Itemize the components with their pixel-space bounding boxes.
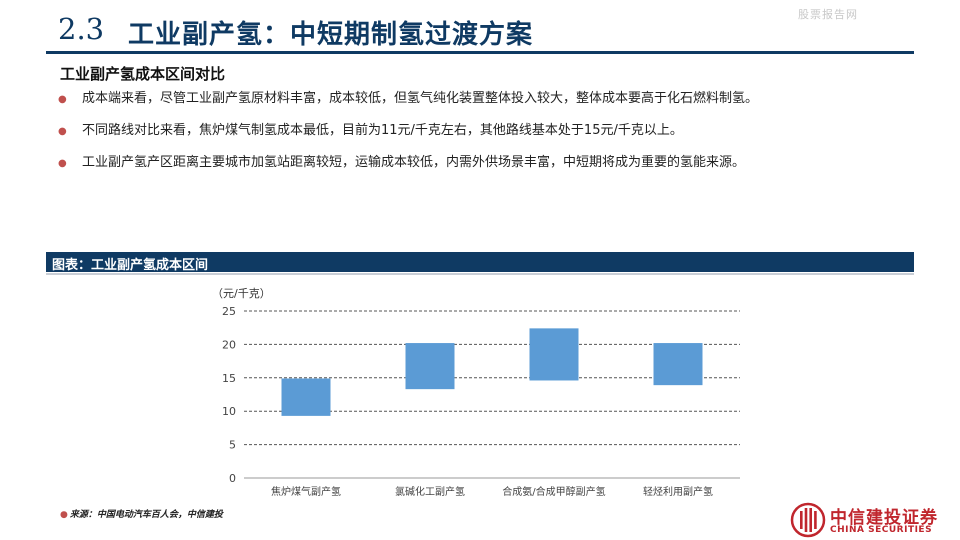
y-tick-label: 10 xyxy=(222,405,236,418)
title-divider xyxy=(46,51,914,54)
source-marker-icon: ● xyxy=(60,510,68,520)
x-tick-label: 轻烃利用副产氢 xyxy=(643,485,713,498)
watermark: 股票报告网 xyxy=(798,8,858,21)
logo-name-cn: 中信建投证券 xyxy=(830,508,938,528)
logo-name-en: CHINA SECURITIES xyxy=(830,525,933,535)
range-bars xyxy=(281,328,703,416)
bullet-text: 成本端来看，尽管工业副产氢原材料丰富，成本较低，但氢气纯化装置整体投入较大，整体… xyxy=(82,91,759,106)
range-bar xyxy=(281,378,331,416)
section-heading: 工业副产氢成本区间对比 xyxy=(60,65,226,83)
range-bar xyxy=(405,343,455,390)
bullet-marker-icon: ● xyxy=(58,126,67,137)
y-unit-label: （元/千克） xyxy=(212,287,271,300)
y-tick-label: 0 xyxy=(229,472,236,485)
section-number: 2.3 xyxy=(58,12,105,46)
y-tick-label: 5 xyxy=(229,439,236,452)
bullet-item: ● 成本端来看，尽管工业副产氢原材料丰富，成本较低，但氢气纯化装置整体投入较大，… xyxy=(56,90,916,108)
x-tick-label: 合成氨/合成甲醇副产氢 xyxy=(502,485,605,498)
y-tick-label: 25 xyxy=(222,305,236,318)
citic-emblem-icon xyxy=(790,502,826,538)
company-logo: 中信建投证券 CHINA SECURITIES xyxy=(790,500,950,540)
x-tick-label: 焦炉煤气副产氢 xyxy=(271,485,341,498)
bullet-marker-icon: ● xyxy=(58,158,67,169)
y-tick-labels: 0 5 10 15 20 25 xyxy=(222,305,236,485)
bullet-item: ● 工业副产氢产区距离主要城市加氢站距离较短，运输成本较低，内需外供场景丰富，中… xyxy=(56,154,916,172)
source-note: ● 来源：中国电动汽车百人会，中信建投 xyxy=(60,507,223,520)
range-bar xyxy=(529,328,579,381)
bullet-item: ● 不同路线对比来看，焦炉煤气制氢成本最低，目前为11元/千克左右，其他路线基本… xyxy=(56,122,916,140)
y-tick-label: 15 xyxy=(222,372,236,385)
bullet-marker-icon: ● xyxy=(58,94,67,105)
figure-title: 图表：工业副产氢成本区间 xyxy=(52,258,209,273)
x-tick-label: 氯碱化工副产氢 xyxy=(395,485,465,498)
page-title: 工业副产氢：中短期制氢过渡方案 xyxy=(128,20,534,50)
source-text: 来源：中国电动汽车百人会，中信建投 xyxy=(69,510,223,520)
x-tick-labels: 焦炉煤气副产氢 氯碱化工副产氢 合成氨/合成甲醇副产氢 轻烃利用副产氢 xyxy=(271,485,713,498)
range-bar xyxy=(653,343,703,386)
figure-divider xyxy=(46,273,914,275)
y-tick-label: 20 xyxy=(222,338,236,351)
figure-title-bar: 图表：工业副产氢成本区间 xyxy=(46,252,914,273)
bullet-text: 不同路线对比来看，焦炉煤气制氢成本最低，目前为11元/千克左右，其他路线基本处于… xyxy=(82,123,683,138)
bullet-list: ● 成本端来看，尽管工业副产氢原材料丰富，成本较低，但氢气纯化装置整体投入较大，… xyxy=(56,90,916,186)
bullet-text: 工业副产氢产区距离主要城市加氢站距离较短，运输成本较低，内需外供场景丰富，中短期… xyxy=(82,155,746,170)
